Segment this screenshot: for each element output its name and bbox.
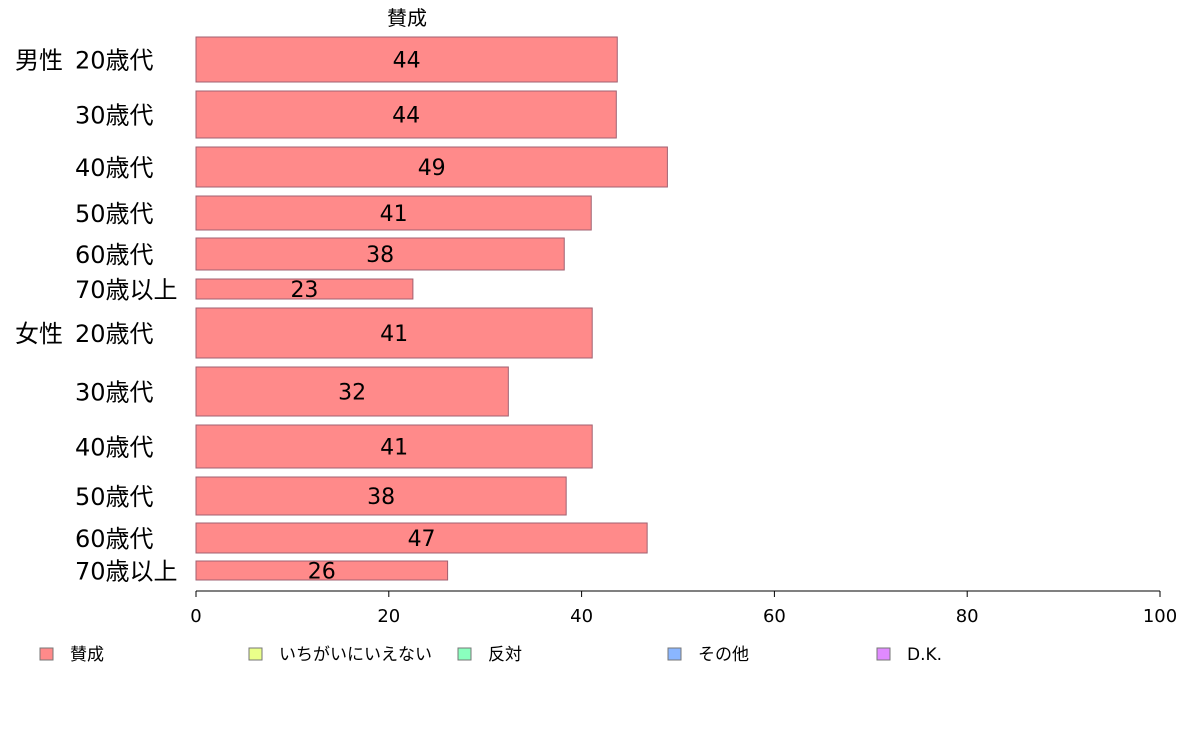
category-label: 20歳代 (75, 320, 154, 348)
legend-swatch (248, 647, 263, 661)
category-label: 50歳代 (75, 483, 154, 511)
bar (195, 366, 509, 417)
legend-label: 反対 (488, 645, 522, 665)
bar (195, 424, 593, 469)
bar-value-label: 47 (408, 527, 436, 552)
legend-swatch (667, 647, 682, 661)
category-label: 30歳代 (75, 379, 154, 407)
legend-label: D.K. (907, 645, 942, 665)
bar-value-label: 23 (290, 278, 318, 303)
bar (195, 522, 648, 554)
legend-label: その他 (698, 645, 749, 665)
bar-value-label: 38 (367, 485, 395, 510)
category-label: 30歳代 (75, 102, 154, 130)
category-label: 60歳代 (75, 525, 154, 553)
category-label: 60歳代 (75, 241, 154, 269)
x-tick-label: 40 (570, 606, 593, 627)
bar (195, 195, 592, 231)
bar-value-label: 44 (392, 104, 420, 129)
bar (195, 476, 567, 516)
bar-value-label: 26 (308, 560, 336, 585)
bar-value-label: 38 (366, 243, 394, 268)
category-label: 70歳以上 (75, 276, 178, 304)
bar-value-label: 41 (380, 202, 408, 227)
category-label: 40歳代 (75, 154, 154, 182)
legend-swatch (876, 647, 891, 661)
category-label: 20歳代 (75, 47, 154, 75)
bar-value-label: 41 (380, 436, 408, 461)
bars: 44 44 49 41 38 23 41 32 41 38 47 26 (195, 36, 668, 585)
legend-swatch (39, 647, 54, 661)
category-label: 50歳代 (75, 200, 154, 228)
x-axis: 0 20 40 60 80 100 (190, 590, 1177, 627)
legend-swatch (457, 647, 472, 661)
category-label: 70歳以上 (75, 558, 178, 586)
bar-value-label: 49 (418, 156, 446, 181)
x-tick-label: 100 (1143, 606, 1177, 627)
legend: 賛成 いちがいにいえない 反対 その他 D.K. (39, 645, 942, 665)
bar (195, 307, 593, 359)
x-tick-label: 60 (763, 606, 786, 627)
category-label: 40歳代 (75, 434, 154, 462)
x-tick-label: 80 (956, 606, 979, 627)
x-tick-label: 20 (377, 606, 400, 627)
bar-value-label: 32 (338, 381, 366, 406)
legend-label: 賛成 (70, 645, 104, 665)
bar (195, 560, 449, 581)
bar-value-label: 41 (380, 322, 408, 347)
bar (195, 36, 618, 83)
bar-value-label: 44 (393, 49, 421, 74)
group-label: 女性 (15, 320, 63, 348)
bar (195, 90, 617, 139)
chart-title: 賛成 (387, 6, 427, 30)
legend-label: いちがいにいえない (279, 645, 432, 665)
x-tick-label: 0 (190, 606, 201, 627)
bar (195, 146, 668, 188)
bar (195, 278, 414, 300)
group-label: 男性 (15, 47, 63, 75)
bar (195, 237, 565, 271)
